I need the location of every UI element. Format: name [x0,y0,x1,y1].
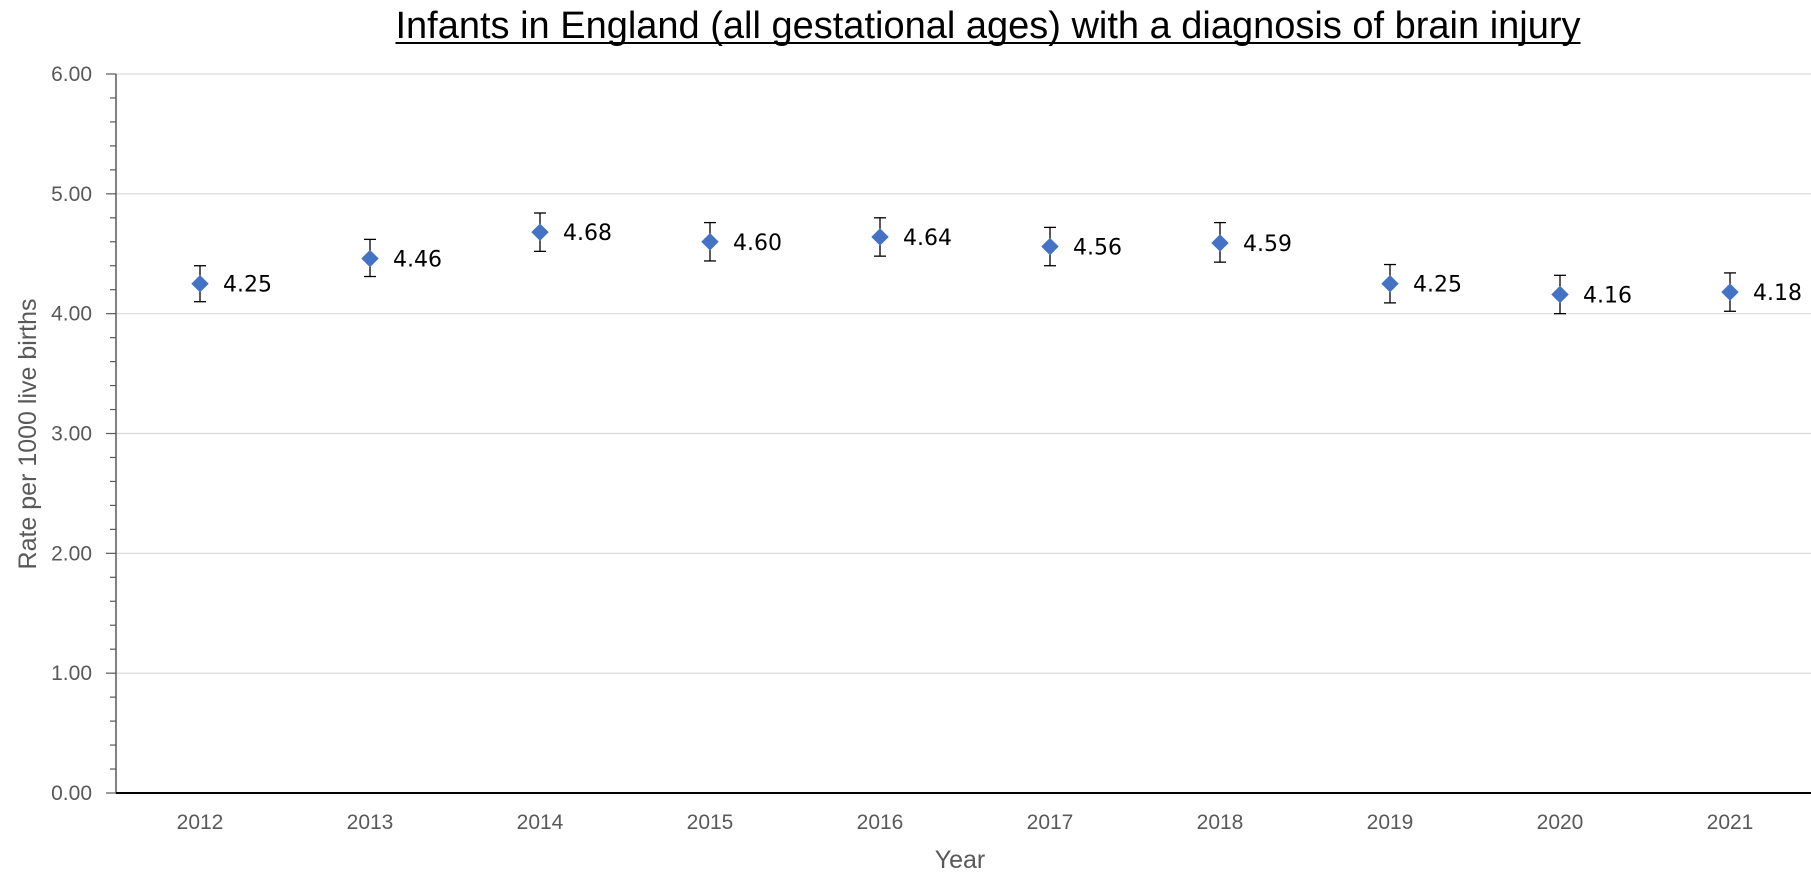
data-point [701,233,719,251]
y-tick-label: 1.00 [51,662,92,685]
data-label: 4.25 [223,273,272,298]
y-tick-labels: 0.00 1.00 2.00 3.00 4.00 5.00 6.00 [51,63,92,805]
x-tick-label: 2016 [857,811,904,834]
data-label: 4.68 [563,221,612,246]
data-point [1211,234,1229,252]
x-tick-label: 2019 [1367,811,1414,834]
data-label: 4.64 [903,226,952,251]
x-tick-label: 2021 [1707,811,1754,834]
y-tick-label: 2.00 [51,542,92,565]
data-point [871,228,889,246]
x-tick-label: 2013 [347,811,394,834]
x-tick-label: 2018 [1197,811,1244,834]
data-label: 4.16 [1583,283,1632,308]
data-point [531,223,549,241]
x-tick-label: 2017 [1027,811,1074,834]
data-point [1551,285,1569,304]
data-point [1381,275,1399,293]
data-point [361,249,379,268]
x-tick-label: 2012 [177,811,224,834]
data-label: 4.18 [1753,281,1802,306]
data-label: 4.59 [1243,232,1292,257]
x-tick-label: 2015 [687,811,734,834]
axes [106,73,1811,794]
gridlines [116,73,1811,674]
y-tick-label: 3.00 [51,423,92,446]
data-point [191,275,209,293]
data-point [1721,283,1739,301]
data-label: 4.56 [1073,236,1122,261]
x-tick-label: 2020 [1537,811,1584,834]
y-axis-title: Rate per 1000 live births [14,299,42,570]
y-tick-label: 0.00 [51,782,92,805]
x-axis-title: Year [935,846,986,873]
x-tick-label: 2014 [517,811,564,834]
x-tick-labels: 2012 2013 2014 2015 2016 2017 2018 2019 2020 2021 [177,811,1754,834]
data-label: 4.60 [733,231,782,256]
y-tick-label: 6.00 [51,63,92,86]
data-labels: 4.25 4.46 4.68 4.60 4.64 4.56 4.59 4.25 4.16 4.18 [223,221,1802,308]
data-point [1041,237,1059,256]
chart-title: Infants in England (all gestational ages… [395,5,1580,47]
data-label: 4.25 [1413,273,1462,298]
y-tick-label: 4.00 [51,303,92,326]
data-label: 4.46 [393,248,442,273]
data-points [191,223,1739,304]
y-tick-label: 5.00 [51,183,92,206]
